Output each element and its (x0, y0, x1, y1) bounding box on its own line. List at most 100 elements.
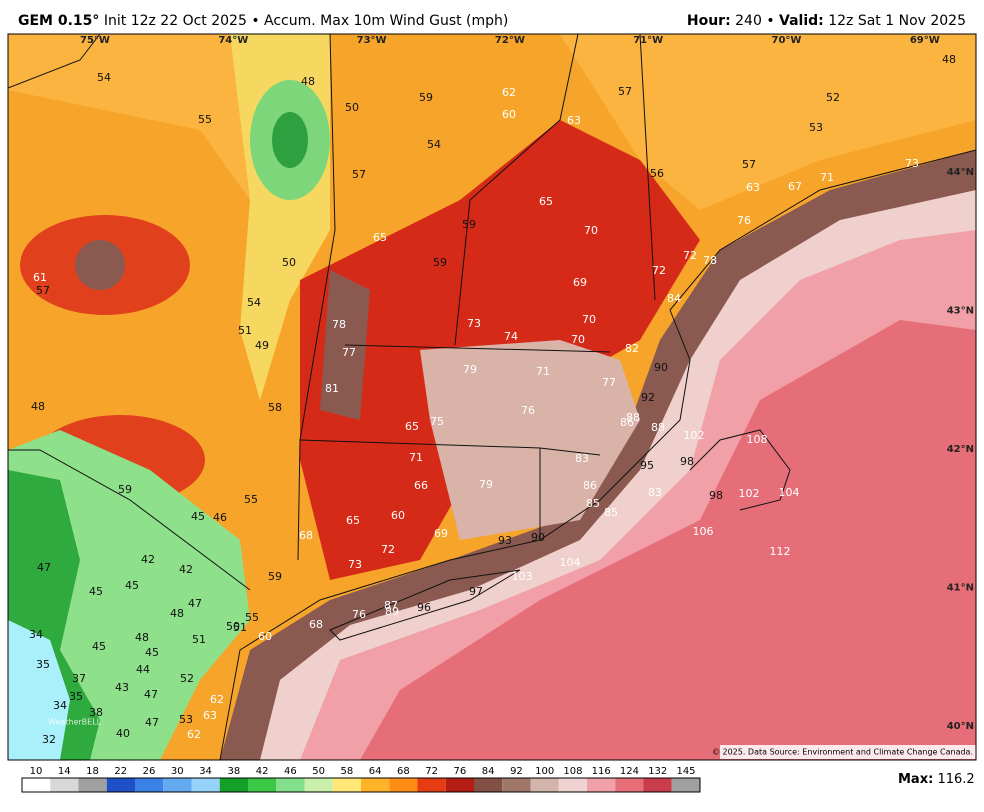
gust-label: 58 (268, 401, 282, 414)
gust-label: 62 (502, 86, 516, 99)
colorbar-tick-label: 72 (425, 766, 438, 777)
gust-label: 90 (654, 361, 668, 374)
max-value: 116.2 (937, 772, 974, 787)
header-text: GEM 0.15° Init 12z 22 Oct 2025 • Accum. … (18, 13, 508, 29)
colorbar-segment (106, 778, 135, 792)
gust-label: 60 (502, 108, 516, 121)
gust-label: 44 (136, 663, 150, 676)
colorbar-segment (671, 778, 700, 792)
colorbar-tick-label: 46 (284, 766, 297, 777)
max-text: Max: 116.2 (898, 772, 975, 787)
gust-label: 70 (571, 333, 585, 346)
shade (420, 340, 640, 540)
longitude-label: 71°W (633, 35, 663, 46)
gust-label: 73 (467, 317, 481, 330)
border (297, 34, 336, 561)
gust-label: 50 (226, 620, 240, 633)
colorbar-segment (191, 778, 220, 792)
gust-label: 55 (198, 113, 212, 126)
colorbar-segment (445, 778, 474, 792)
gust-label: 68 (309, 618, 323, 631)
gust-label: 90 (531, 531, 545, 544)
border (454, 34, 579, 346)
separator: • (766, 13, 774, 29)
gust-label: 55 (245, 611, 259, 624)
gust-label: 96 (417, 601, 431, 614)
gust-label: 83 (648, 486, 662, 499)
longitude-label: 72°W (495, 35, 525, 46)
colorbar-tick-label: 108 (563, 766, 582, 777)
gust-label: 51 (233, 621, 247, 634)
shade (272, 112, 308, 168)
labels: 54 55 48 50 59 62 60 63 57 52 53 48 54 57 56 57 63 67 71 73… (29, 53, 956, 746)
colorbar-segment (163, 778, 192, 792)
longitude-label: 74°W (218, 35, 248, 46)
colorbar-tick-label: 76 (454, 766, 467, 777)
gust-label: 54 (247, 296, 261, 309)
gust-label: 83 (575, 452, 589, 465)
colorbar-tick-label: 22 (114, 766, 127, 777)
gust-label: 45 (145, 646, 159, 659)
valid-label: Valid: (779, 13, 824, 29)
gust-label: 62 (187, 728, 201, 741)
watermark: WeatherBELL (48, 718, 102, 727)
gust-label: 81 (325, 382, 339, 395)
gust-label: 35 (69, 690, 83, 703)
gust-label: 47 (144, 688, 158, 701)
colorbar-segment (502, 778, 531, 792)
colorbar-tick-label: 10 (30, 766, 43, 777)
gust-label: 86 (583, 479, 597, 492)
description: Init 12z 22 Oct 2025 (104, 13, 247, 29)
borders (8, 34, 976, 760)
gust-label: 75 (430, 415, 444, 428)
colorbar-segment (248, 778, 277, 792)
gust-label: 59 (118, 483, 132, 496)
max-label: Max: (898, 772, 933, 787)
gust-label: 47 (188, 597, 202, 610)
gust-label: 87 (384, 599, 398, 612)
gust-label: 61 (33, 271, 47, 284)
shade (360, 320, 976, 760)
gust-label: 76 (737, 214, 751, 227)
colorbar-segment (304, 778, 333, 792)
gust-label: 106 (693, 525, 714, 538)
gust-label: 48 (301, 75, 315, 88)
gust-label: 104 (560, 556, 581, 569)
gust-label: 65 (539, 195, 553, 208)
header: GEM 0.15° Init 12z 22 Oct 2025 • Accum. … (18, 13, 966, 29)
gust-label: 62 (210, 693, 224, 706)
colorbar-segment (417, 778, 446, 792)
gust-label: 73 (348, 558, 362, 571)
gust-label: 59 (462, 218, 476, 231)
colorbar-tick-label: 124 (620, 766, 639, 777)
gust-label: 77 (602, 376, 616, 389)
colorbar-tick-label: 145 (676, 766, 695, 777)
gust-label: 50 (345, 101, 359, 114)
gust-label: 45 (125, 579, 139, 592)
gust-label: 52 (826, 91, 840, 104)
gust-label: 32 (42, 733, 56, 746)
longitude-label: 73°W (357, 35, 387, 46)
gust-label: 53 (809, 121, 823, 134)
colorbar-tick-label: 100 (535, 766, 554, 777)
colorbar-frame (21, 777, 701, 793)
gust-label: 70 (584, 224, 598, 237)
gust-label: 85 (586, 497, 600, 510)
gust-label: 71 (820, 171, 834, 184)
colorbar-segment (50, 778, 79, 792)
latitude-label: 41°N (947, 583, 974, 594)
colorbar-segment (530, 778, 559, 792)
gust-label: 104 (779, 486, 800, 499)
longitude-label: 69°W (910, 35, 940, 46)
map: WeatherBELL 54 55 48 50 59 62 60 63 57 52 53 48 54 57… (8, 34, 976, 760)
gust-label: 72 (652, 264, 666, 277)
colorbar-segment (276, 778, 305, 792)
colorbar-tick-label: 14 (58, 766, 71, 777)
gust-label: 97 (469, 585, 483, 598)
colorbar-tick-label: 116 (592, 766, 611, 777)
gust-label: 63 (567, 114, 581, 127)
gust-label: 69 (573, 276, 587, 289)
gust-label: 42 (141, 553, 155, 566)
gust-label: 98 (709, 489, 723, 502)
gust-label: 45 (191, 510, 205, 523)
